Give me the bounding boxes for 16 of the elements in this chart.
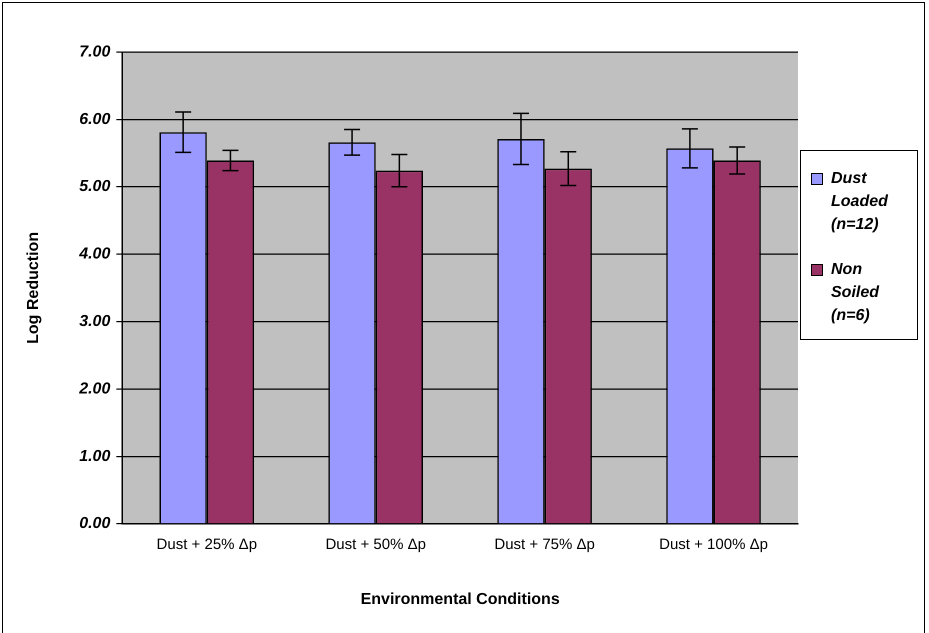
y-tick-label: 7.00: [79, 43, 110, 60]
x-tick-label: Dust + 75% Δp: [494, 536, 595, 553]
x-tick-label: Dust + 100% Δp: [659, 536, 768, 553]
y-tick-label: 3.00: [79, 313, 110, 330]
y-tick-label: 1.00: [79, 448, 110, 465]
legend-label: Non Soiled (n=6): [831, 260, 880, 326]
y-tick-label: 4.00: [78, 246, 110, 263]
y-tick-label: 0.00: [79, 515, 110, 532]
y-tick-label: 6.00: [79, 110, 110, 128]
y-tick-label: 2.00: [78, 380, 110, 398]
x-tick-label: Dust + 25% Δp: [156, 536, 258, 553]
x-axis-title: Environmental Conditions: [360, 590, 560, 608]
y-tick-label: 5.00: [79, 178, 110, 196]
legend-label: Dust Loaded (n=12): [831, 169, 890, 235]
x-tick-label: Dust + 50% Δp: [325, 536, 426, 553]
y-axis-title: Log Reduction: [25, 232, 42, 344]
